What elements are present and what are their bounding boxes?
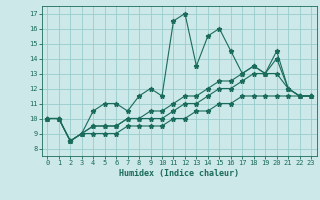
X-axis label: Humidex (Indice chaleur): Humidex (Indice chaleur) xyxy=(119,169,239,178)
